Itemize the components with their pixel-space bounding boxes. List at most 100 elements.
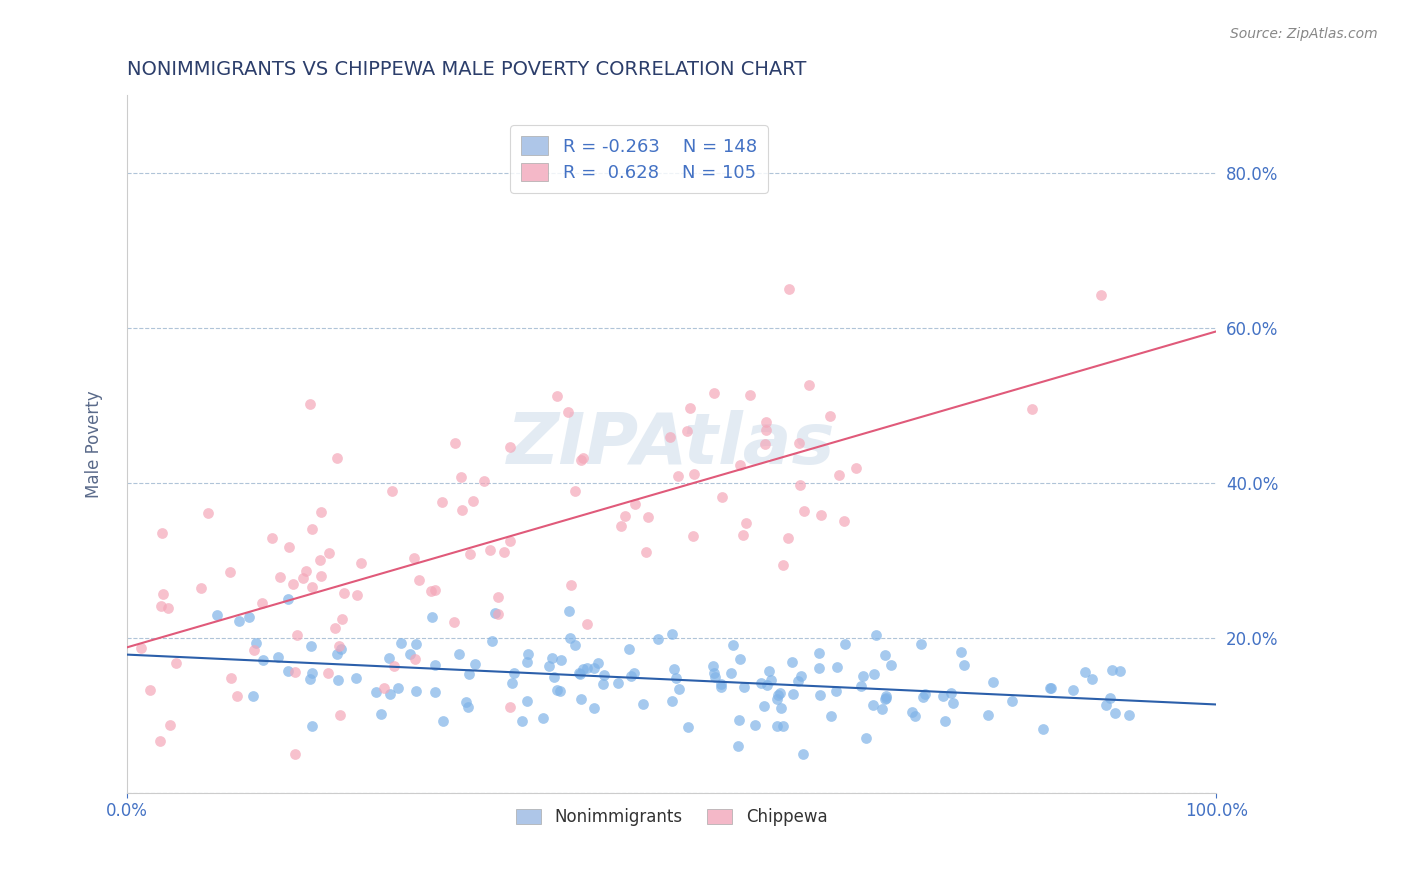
Point [942, 696, 965, 710]
Point [623, 665, 645, 680]
Point [865, 628, 887, 642]
Point [503, 665, 526, 680]
Point [329, 708, 352, 723]
Point [832, 514, 855, 528]
Point [658, 430, 681, 444]
Point [914, 687, 936, 701]
Point [328, 673, 350, 687]
Point [911, 690, 934, 705]
Point [665, 671, 688, 685]
Point [1118, 708, 1140, 723]
Point [548, 684, 571, 698]
Point [443, 615, 465, 630]
Point [301, 719, 323, 733]
Point [238, 610, 260, 624]
Point [381, 483, 404, 498]
Point [499, 533, 522, 548]
Point [228, 615, 250, 629]
Point [797, 377, 820, 392]
Point [619, 641, 641, 656]
Point [703, 670, 725, 684]
Point [486, 607, 509, 622]
Point [932, 690, 955, 704]
Point [205, 608, 228, 623]
Point [494, 545, 516, 559]
Point [754, 698, 776, 713]
Point [370, 707, 392, 722]
Point [810, 508, 832, 523]
Point [880, 658, 903, 673]
Point [479, 542, 502, 557]
Point [309, 553, 332, 567]
Point [457, 699, 479, 714]
Point [325, 450, 347, 465]
Point [720, 666, 742, 681]
Point [458, 666, 481, 681]
Point [834, 637, 856, 651]
Point [808, 647, 831, 661]
Point [636, 545, 658, 559]
Point [588, 657, 610, 671]
Point [252, 596, 274, 610]
Point [727, 739, 749, 753]
Point [499, 440, 522, 454]
Point [778, 282, 800, 296]
Point [311, 568, 333, 582]
Point [792, 747, 814, 761]
Point [710, 681, 733, 695]
Point [1080, 672, 1102, 686]
Point [346, 588, 368, 602]
Point [278, 540, 301, 554]
Point [950, 645, 973, 659]
Point [159, 718, 181, 732]
Point [516, 655, 538, 669]
Point [828, 467, 851, 482]
Point [583, 661, 606, 675]
Point [1021, 402, 1043, 417]
Point [472, 474, 495, 488]
Point [778, 531, 800, 545]
Point [710, 677, 733, 691]
Point [668, 681, 690, 696]
Point [423, 685, 446, 699]
Y-axis label: Male Poverty: Male Poverty [86, 390, 103, 498]
Point [572, 450, 595, 465]
Point [631, 697, 654, 711]
Point [759, 673, 782, 687]
Point [318, 546, 340, 560]
Point [702, 658, 724, 673]
Point [444, 435, 467, 450]
Point [366, 685, 388, 699]
Point [387, 681, 409, 695]
Point [150, 599, 173, 614]
Point [583, 701, 606, 715]
Point [758, 665, 780, 679]
Point [661, 693, 683, 707]
Point [756, 678, 779, 692]
Point [225, 689, 247, 703]
Point [344, 671, 367, 685]
Point [516, 694, 538, 708]
Point [486, 590, 509, 604]
Point [481, 634, 503, 648]
Point [593, 668, 616, 682]
Point [766, 719, 789, 733]
Point [733, 681, 755, 695]
Point [676, 425, 699, 439]
Point [1104, 706, 1126, 721]
Point [243, 642, 266, 657]
Point [298, 672, 321, 686]
Point [165, 656, 187, 670]
Point [793, 504, 815, 518]
Point [277, 592, 299, 607]
Point [333, 586, 356, 600]
Point [1001, 694, 1024, 708]
Point [156, 600, 179, 615]
Point [419, 584, 441, 599]
Point [423, 583, 446, 598]
Point [780, 655, 803, 669]
Point [772, 558, 794, 573]
Point [786, 674, 808, 689]
Point [808, 688, 831, 702]
Point [464, 657, 486, 671]
